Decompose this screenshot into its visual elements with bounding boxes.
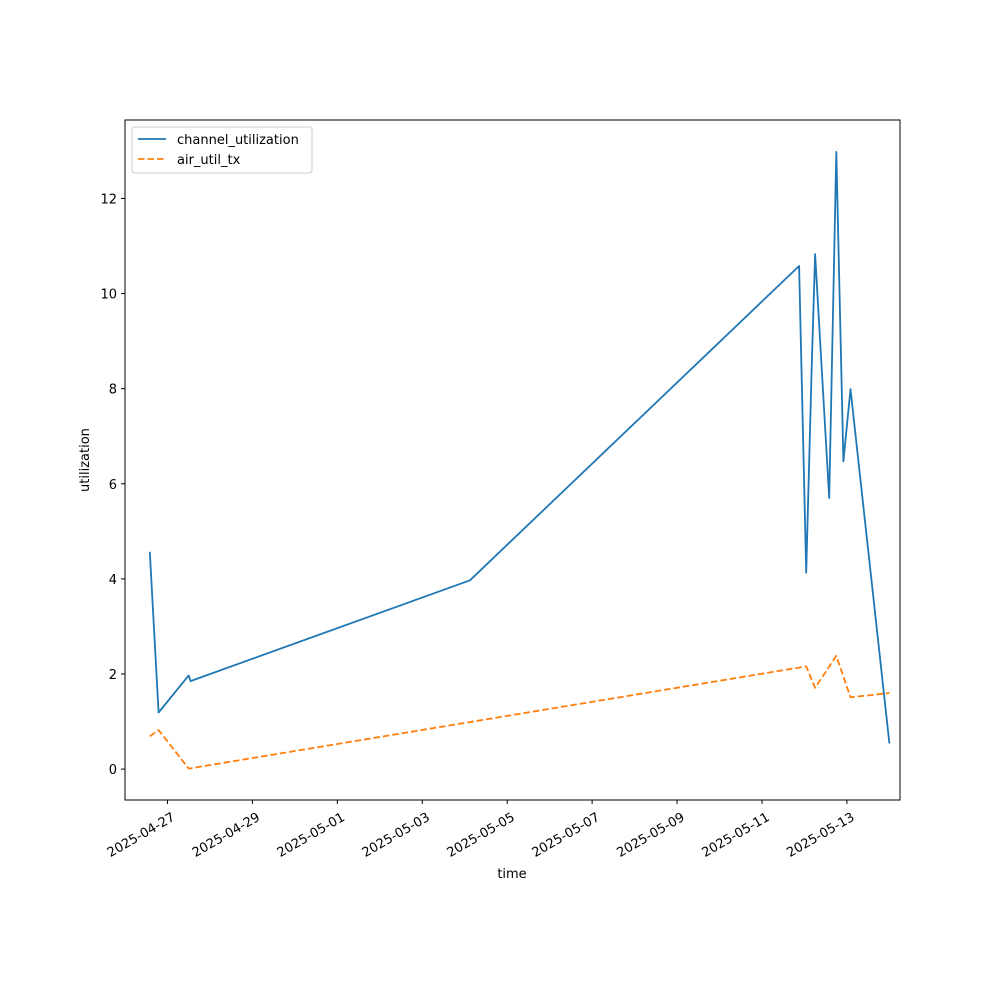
x-axis-label: time [497, 867, 526, 882]
legend-label-channel-utilization: channel_utilization [177, 133, 299, 148]
y-tick-label: 10 [100, 288, 117, 303]
series-line-channel-utilization [148, 151, 891, 744]
y-tick-label: 2 [109, 668, 117, 683]
plot-frame [124, 119, 901, 801]
y-axis-label: utilization [78, 428, 93, 492]
y-axis: 0 2 4 6 8 10 12 [100, 192, 125, 778]
series-line-air-util-tx [149, 655, 890, 770]
legend-label-air-util-tx: air_util_tx [177, 153, 241, 168]
y-tick-label: 4 [109, 573, 117, 588]
y-tick-label: 0 [109, 763, 117, 778]
y-tick-label: 8 [109, 383, 117, 398]
y-tick-label: 6 [109, 478, 117, 493]
plot-lines [148, 151, 891, 770]
legend-frame [131, 126, 313, 174]
y-tick-label: 12 [100, 192, 117, 207]
legend: channel_utilization air_util_tx [131, 126, 313, 174]
